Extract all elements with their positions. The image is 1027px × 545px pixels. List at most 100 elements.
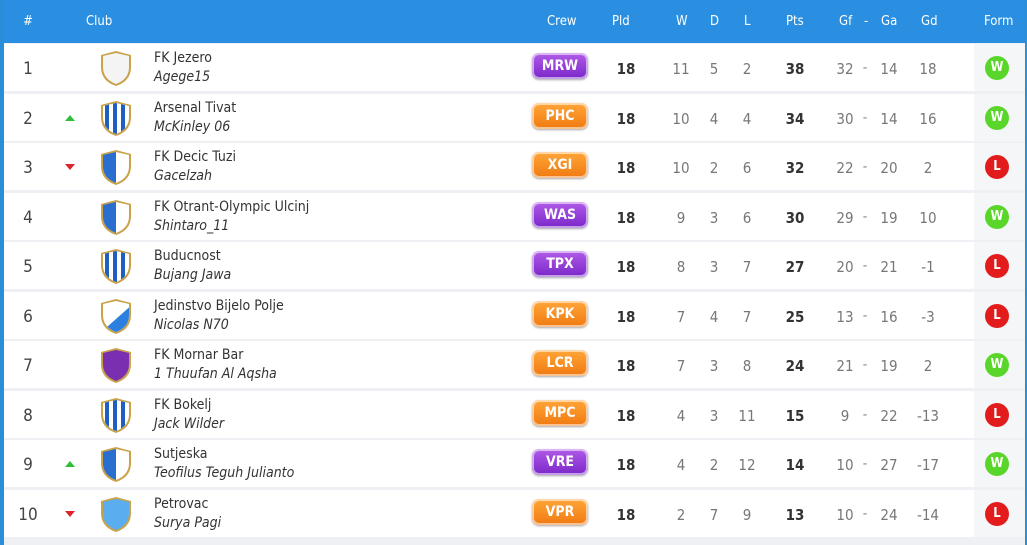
crew-badge[interactable]: VRE	[532, 449, 588, 475]
manager-name[interactable]: Shintaro_11	[154, 218, 230, 234]
table-row[interactable]: 1 FK Jezero Agege15 MRW 18 11 5 2 38 32 14 18 - W	[4, 44, 1025, 91]
goals-for: 20	[836, 258, 854, 276]
points: 25	[785, 308, 805, 326]
crew-badge[interactable]: MPC	[532, 400, 588, 426]
goals-for: 13	[836, 308, 854, 326]
club-name[interactable]: FK Otrant-Olympic Ulcinj	[154, 199, 310, 215]
goals-against: 22	[880, 407, 898, 425]
crew-badge[interactable]: PHC	[532, 103, 588, 129]
blue-white-diagonal-crest-icon	[99, 299, 133, 334]
light-blue-crest-icon	[99, 497, 133, 532]
header-form: Form	[984, 14, 1014, 29]
blue-white-half-crest-icon	[99, 150, 133, 185]
manager-name[interactable]: McKinley 06	[154, 119, 231, 135]
table-row[interactable]: 2 Arsenal Tivat McKinley 06 PHC 18 10 4 4 34 30 14…	[4, 94, 1025, 141]
crew-badge[interactable]: WAS	[532, 202, 588, 228]
club-name[interactable]: Sutjeska	[154, 446, 208, 462]
goals-for: 9	[840, 407, 850, 425]
goals-for: 29	[836, 209, 854, 227]
goals-against: 19	[880, 357, 898, 375]
manager-name[interactable]: Surya Pagi	[154, 515, 222, 531]
draws: 4	[709, 110, 719, 128]
wins: 4	[676, 456, 686, 474]
points: 14	[785, 456, 805, 474]
manager-name[interactable]: Gacelzah	[154, 168, 212, 184]
goals-for: 30	[836, 110, 854, 128]
played: 18	[616, 258, 636, 276]
manager-name[interactable]: 1 Thuufan Al Aqsha	[154, 366, 277, 382]
header-gf: Gf	[839, 14, 853, 29]
table-row[interactable]: 9 Sutjeska Teofilus Teguh Julianto VRE 18 4 2 1…	[4, 440, 1025, 487]
table-row[interactable]: 5 Buducnost Bujang Jawa TPX 18 8 3 7 27 20 21 -1 - L	[4, 242, 1025, 289]
club-name[interactable]: Jedinstvo Bijelo Polje	[154, 298, 284, 314]
points: 30	[785, 209, 805, 227]
blue-white-striped-crest-icon	[99, 398, 133, 433]
goals-against: 20	[880, 159, 898, 177]
draws: 2	[709, 456, 719, 474]
manager-name[interactable]: Jack Wilder	[154, 416, 225, 432]
manager-name[interactable]: Agege15	[154, 69, 211, 85]
goals-against: 21	[880, 258, 898, 276]
goal-difference: 16	[919, 110, 937, 128]
table-row[interactable]: 6 Jedinstvo Bijelo Polje Nicolas N70 KPK 18 7…	[4, 292, 1025, 339]
blue-white-striped-crest-icon	[99, 101, 133, 136]
club-name[interactable]: FK Jezero	[154, 50, 212, 66]
table-row[interactable]: 7 FK Mornar Bar 1 Thuufan Al Aqsha LCR 18 7 3 8…	[4, 341, 1025, 388]
crew-badge[interactable]: VPR	[532, 499, 588, 525]
goals-separator: -	[862, 456, 868, 472]
goals-separator: -	[862, 308, 868, 324]
draws: 3	[709, 258, 719, 276]
goal-difference: -3	[921, 308, 935, 326]
draws: 3	[709, 357, 719, 375]
table-row[interactable]: 4 FK Otrant-Olympic Ulcinj Shintaro_11 WAS 1…	[4, 193, 1025, 240]
manager-name[interactable]: Bujang Jawa	[154, 267, 232, 283]
header-gd: Gd	[921, 14, 938, 29]
goal-difference: -14	[916, 506, 940, 524]
position: 8	[23, 406, 33, 426]
draws: 7	[709, 506, 719, 524]
header-club: Club	[86, 14, 113, 29]
crew-badge[interactable]: TPX	[532, 251, 588, 277]
manager-name[interactable]: Nicolas N70	[154, 317, 229, 333]
club-name[interactable]: Buducnost	[154, 248, 221, 264]
goals-against: 16	[880, 308, 898, 326]
goals-against: 24	[880, 506, 898, 524]
losses: 9	[742, 506, 752, 524]
points: 34	[785, 110, 805, 128]
table-row[interactable]: 8 FK Bokelj Jack Wilder MPC 18 4 3 11 15 9 22 -13 - L	[4, 391, 1025, 438]
purple-crest-icon	[99, 348, 133, 383]
points: 13	[785, 506, 805, 524]
wins: 2	[676, 506, 686, 524]
league-table: # Club Crew Pld W D L Pts Gf - Ga Gd For…	[4, 0, 1025, 545]
header-pts: Pts	[786, 14, 804, 29]
table-row[interactable]: 10 Petrovac Surya Pagi VPR 18 2 7 9 13 10 24 -14 - L	[4, 490, 1025, 537]
wins: 7	[676, 308, 686, 326]
played: 18	[616, 209, 636, 227]
club-name[interactable]: Arsenal Tivat	[154, 100, 237, 116]
trend-up-icon	[65, 461, 75, 467]
header-sep: -	[864, 14, 869, 29]
header-crew: Crew	[547, 14, 577, 29]
club-name[interactable]: FK Mornar Bar	[154, 347, 244, 363]
table-row[interactable]: 3 FK Decic Tuzi Gacelzah XGI 18 10 2 6 32 22 20 2 - L	[4, 143, 1025, 190]
club-name[interactable]: FK Bokelj	[154, 397, 212, 413]
form-result-badge: L	[985, 403, 1009, 427]
manager-name[interactable]: Teofilus Teguh Julianto	[154, 465, 295, 481]
crew-badge[interactable]: KPK	[532, 301, 588, 327]
draws: 3	[709, 209, 719, 227]
crew-badge[interactable]: LCR	[532, 350, 588, 376]
crew-badge[interactable]: XGI	[532, 152, 588, 178]
losses: 8	[742, 357, 752, 375]
losses: 12	[738, 456, 756, 474]
club-name[interactable]: FK Decic Tuzi	[154, 149, 236, 165]
club-name[interactable]: Petrovac	[154, 496, 209, 512]
crew-badge[interactable]: MRW	[532, 53, 588, 79]
points: 38	[785, 60, 805, 78]
table-header: # Club Crew Pld W D L Pts Gf - Ga Gd For…	[4, 0, 1025, 43]
wins: 4	[676, 407, 686, 425]
goal-difference: 18	[919, 60, 937, 78]
goals-against: 19	[880, 209, 898, 227]
losses: 2	[742, 60, 752, 78]
goals-separator: -	[862, 357, 868, 373]
played: 18	[616, 110, 636, 128]
